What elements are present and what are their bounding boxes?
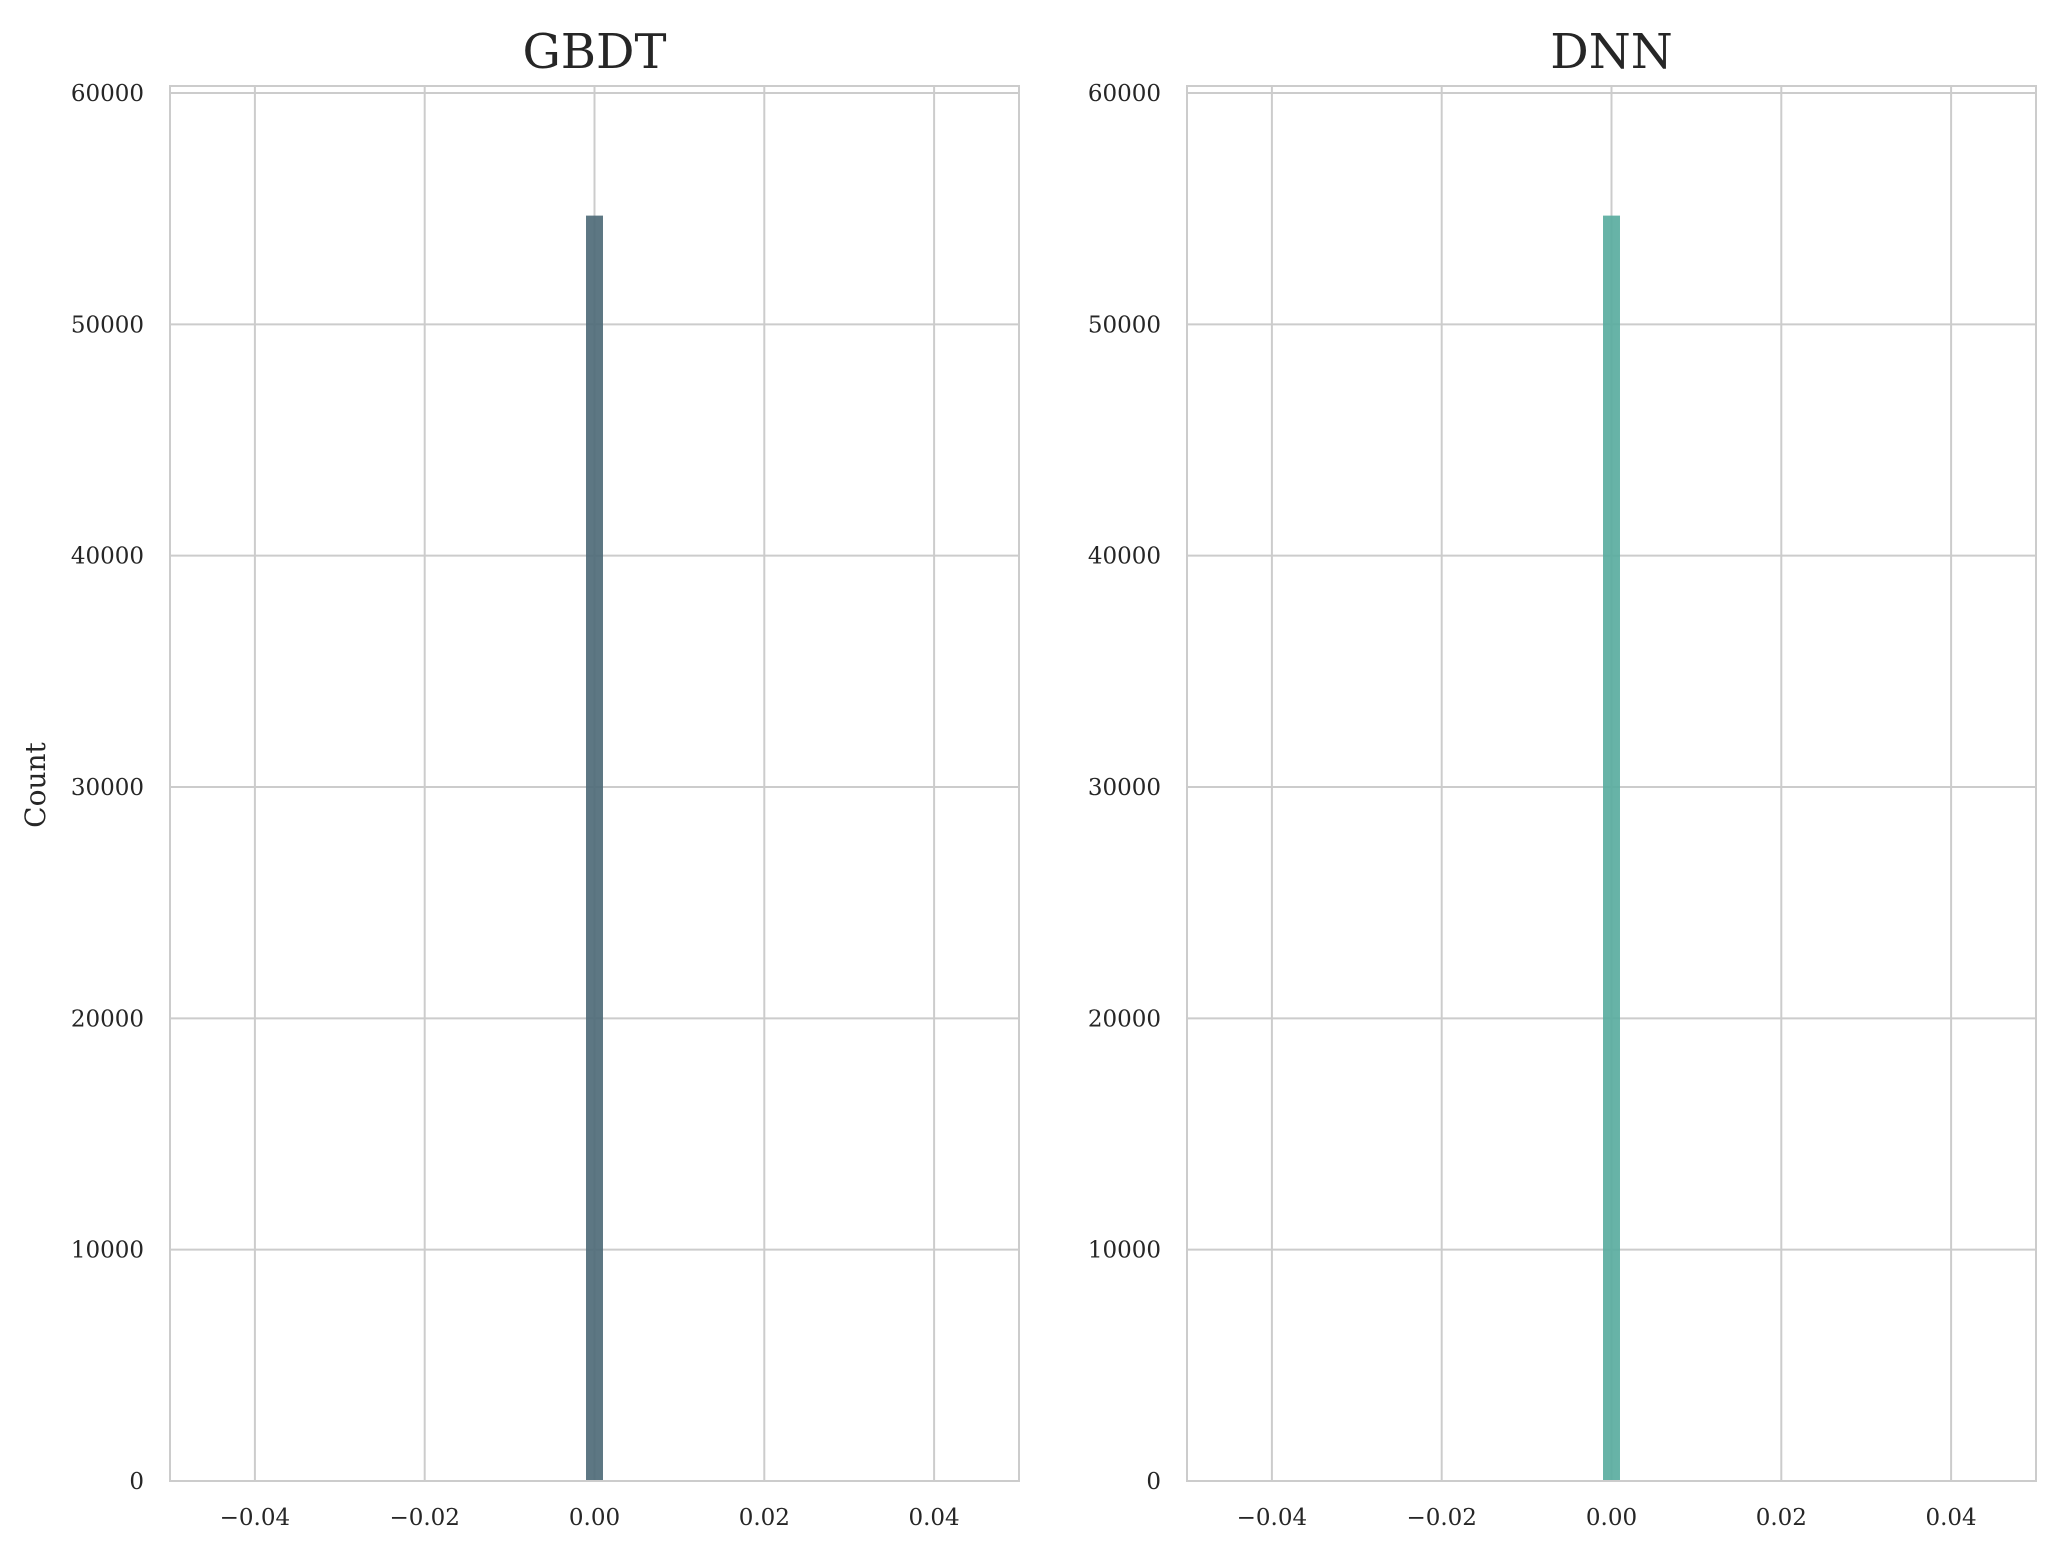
panel-title: DNN xyxy=(1550,24,1672,80)
y-tick-label: 60000 xyxy=(71,81,144,107)
y-tick-label: 50000 xyxy=(1088,312,1161,338)
x-tick-label: 0.04 xyxy=(908,1505,959,1531)
x-tick-label: −0.04 xyxy=(1237,1505,1307,1531)
axes-frame xyxy=(1186,85,2037,1482)
y-tick-label: 0 xyxy=(1146,1469,1161,1495)
x-tick-label: −0.02 xyxy=(1406,1505,1476,1531)
x-tick-label: −0.02 xyxy=(389,1505,459,1531)
subplot-gbdt: −0.04 −0.02 0.00 0.02 0.04 0 10000 20000 30000 40… xyxy=(19,24,1020,1531)
y-axis-label: Count xyxy=(19,741,52,827)
y-tick-label: 60000 xyxy=(1088,81,1161,107)
x-tick-label: 0.00 xyxy=(569,1505,620,1531)
x-tick-label: 0.04 xyxy=(1925,1505,1976,1531)
x-tick-label: −0.04 xyxy=(220,1505,290,1531)
y-tick-label: 30000 xyxy=(1088,775,1161,801)
histogram-bar xyxy=(586,215,603,1481)
y-tick-label: 40000 xyxy=(1088,544,1161,570)
x-tick-label: 0.00 xyxy=(1586,1505,1637,1531)
y-tick-label: 50000 xyxy=(71,312,144,338)
panel-title: GBDT xyxy=(522,24,666,80)
subplot-dnn: −0.04 −0.02 0.00 0.02 0.04 0 10000 20000 30000 40… xyxy=(1088,24,2037,1531)
y-tick-label: 20000 xyxy=(71,1006,144,1032)
y-tick-label: 10000 xyxy=(1088,1238,1161,1264)
histogram-bar xyxy=(1603,215,1620,1481)
y-tick-label: 0 xyxy=(129,1469,144,1495)
x-tick-label: 0.02 xyxy=(739,1505,790,1531)
y-tick-label: 30000 xyxy=(71,775,144,801)
y-tick-label: 20000 xyxy=(1088,1006,1161,1032)
axes-frame xyxy=(169,85,1020,1482)
y-tick-label: 40000 xyxy=(71,544,144,570)
x-tick-label: 0.02 xyxy=(1756,1505,1807,1531)
y-tick-label: 10000 xyxy=(71,1238,144,1264)
